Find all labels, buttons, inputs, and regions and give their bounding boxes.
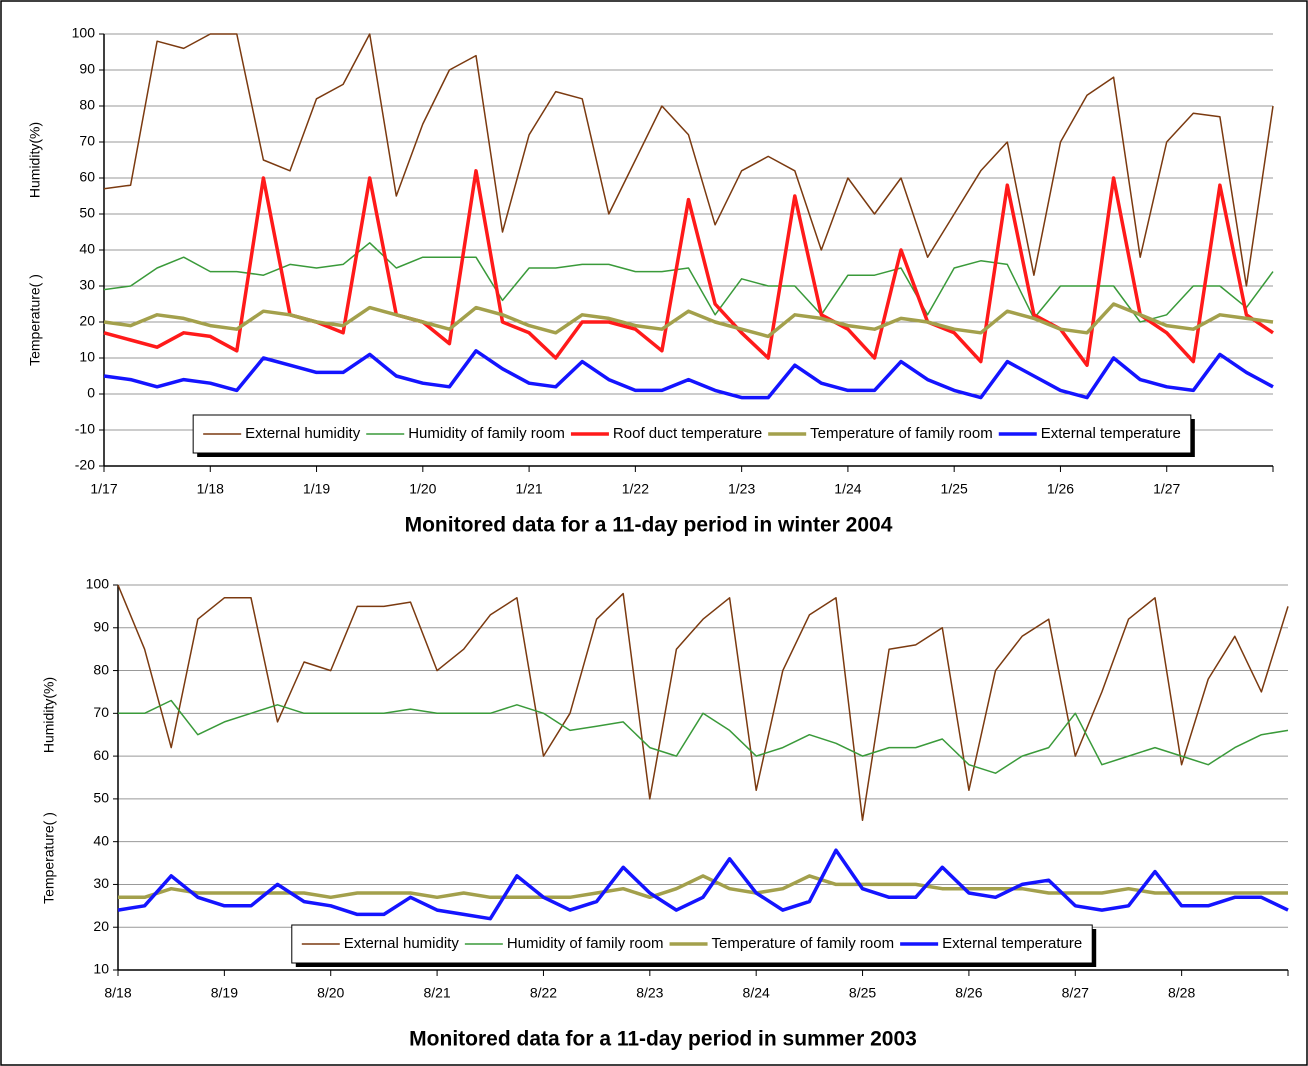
- legend-label: External temperature: [1041, 425, 1181, 442]
- y-tick-label: 70: [79, 133, 95, 149]
- chart-title: Monitored data for a 11-day period in wi…: [405, 514, 893, 537]
- x-tick-label: 1/23: [728, 481, 755, 497]
- x-tick-label: 1/21: [515, 481, 542, 497]
- y-tick-label: 10: [79, 349, 95, 365]
- x-tick-label: 8/21: [423, 985, 450, 1001]
- series-line: [118, 874, 1288, 900]
- series-line: [103, 302, 1274, 339]
- x-tick-label: 8/24: [743, 985, 770, 1001]
- legend-label: Temperature of family room: [712, 935, 895, 952]
- x-tick-label: 8/28: [1168, 985, 1195, 1001]
- y-axis-label: Humidity(%): [27, 122, 43, 198]
- y-tick-label: 100: [72, 25, 96, 41]
- y-tick-label: 80: [93, 661, 109, 677]
- x-tick-label: 1/24: [834, 481, 861, 497]
- y-tick-label: 50: [79, 205, 95, 221]
- y-tick-label: 30: [79, 277, 95, 293]
- x-tick-label: 8/22: [530, 985, 557, 1001]
- y-axis-label: Humidity(%): [41, 677, 57, 753]
- legend-label: Humidity of family room: [408, 425, 565, 442]
- legend-label: External humidity: [245, 425, 361, 442]
- chart-title: Monitored data for a 11-day period in su…: [409, 1028, 917, 1051]
- legend-label: Temperature of family room: [810, 425, 993, 442]
- series-line: [117, 584, 1289, 822]
- series-line: [103, 349, 1274, 400]
- x-tick-label: 8/18: [104, 985, 131, 1001]
- legend-label: Humidity of family room: [507, 935, 664, 952]
- x-tick-label: 8/26: [955, 985, 982, 1001]
- x-tick-label: 8/25: [849, 985, 876, 1001]
- x-tick-label: 1/17: [90, 481, 117, 497]
- y-tick-label: 90: [79, 61, 95, 77]
- series-line: [118, 699, 1289, 774]
- y-tick-label: 70: [93, 704, 109, 720]
- y-tick-label: 20: [93, 918, 109, 934]
- x-tick-label: 8/27: [1062, 985, 1089, 1001]
- y-tick-label: 40: [93, 832, 109, 848]
- y-tick-label: 0: [87, 385, 95, 401]
- x-tick-label: 8/20: [317, 985, 344, 1001]
- y-tick-label: -10: [75, 421, 95, 437]
- x-tick-label: 1/19: [303, 481, 330, 497]
- legend-label: Roof duct temperature: [613, 425, 762, 442]
- y-tick-label: -20: [75, 457, 95, 473]
- legend-label: External humidity: [344, 935, 460, 952]
- y-tick-label: 40: [79, 241, 95, 257]
- y-tick-label: 100: [86, 576, 110, 592]
- x-tick-label: 8/23: [636, 985, 663, 1001]
- y-axis-label: Temperature( ): [41, 812, 57, 904]
- x-tick-label: 1/22: [622, 481, 649, 497]
- x-tick-label: 1/18: [197, 481, 224, 497]
- y-tick-label: 60: [79, 169, 95, 185]
- legend: External humidity Humidity of family room…: [291, 924, 1097, 967]
- y-tick-label: 50: [93, 790, 109, 806]
- x-tick-label: 1/26: [1047, 481, 1074, 497]
- y-tick-label: 90: [93, 618, 109, 634]
- series-line: [103, 242, 1274, 323]
- legend-label: External temperature: [942, 935, 1082, 952]
- y-tick-label: 10: [93, 961, 109, 977]
- series-line: [103, 33, 1274, 287]
- x-tick-label: 1/25: [941, 481, 968, 497]
- series-line: [117, 848, 1289, 921]
- y-tick-label: 80: [79, 97, 95, 113]
- x-tick-label: 1/27: [1153, 481, 1180, 497]
- y-axis-label: Temperature( ): [27, 274, 43, 366]
- y-tick-label: 60: [93, 747, 109, 763]
- legend: External humidity Humidity of family room…: [192, 414, 1195, 457]
- x-tick-label: 8/19: [211, 985, 238, 1001]
- y-tick-label: 30: [93, 875, 109, 891]
- x-tick-label: 1/20: [409, 481, 436, 497]
- y-tick-label: 20: [79, 313, 95, 329]
